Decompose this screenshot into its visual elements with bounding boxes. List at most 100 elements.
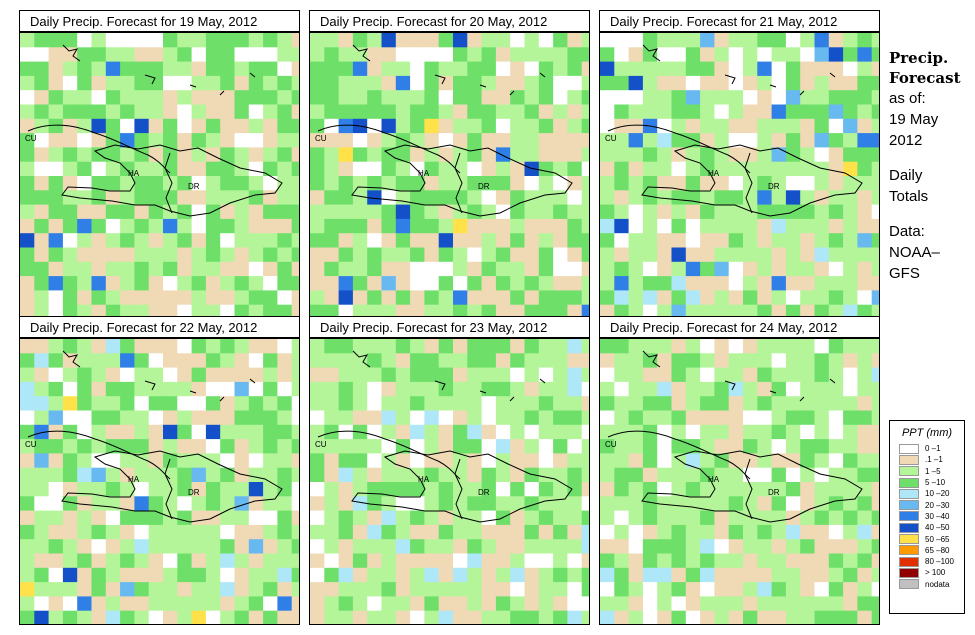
precip-cell bbox=[62, 582, 78, 597]
precip-cell bbox=[352, 47, 368, 62]
precip-cell bbox=[628, 75, 644, 91]
precip-cell bbox=[567, 47, 583, 62]
precip-cell bbox=[367, 396, 382, 411]
precip-cell bbox=[134, 353, 150, 368]
precip-cell bbox=[395, 353, 411, 368]
precip-cell bbox=[410, 467, 425, 483]
precip-cell bbox=[395, 247, 411, 263]
precip-cell bbox=[105, 247, 121, 263]
precip-cell bbox=[62, 410, 78, 426]
precip-cell bbox=[614, 553, 629, 569]
precip-cell bbox=[524, 596, 540, 612]
precip-cell bbox=[338, 104, 354, 120]
precip-cell bbox=[524, 381, 540, 397]
precip-cell bbox=[757, 75, 772, 91]
precip-cell bbox=[105, 47, 121, 62]
precip-cell bbox=[614, 439, 629, 454]
precip-cell bbox=[310, 582, 325, 597]
precip-cell bbox=[553, 276, 568, 291]
precip-cell bbox=[367, 524, 382, 540]
precip-cell bbox=[481, 424, 497, 440]
precip-cell bbox=[600, 496, 615, 511]
precip-cell bbox=[757, 353, 772, 368]
coastline bbox=[61, 144, 283, 217]
precip-cell bbox=[291, 339, 299, 354]
precip-cell bbox=[714, 467, 730, 483]
precip-cell bbox=[600, 396, 615, 411]
precip-cell bbox=[20, 524, 35, 540]
precip-cell bbox=[524, 276, 540, 291]
precip-cell bbox=[814, 90, 830, 105]
precip-cell bbox=[352, 482, 368, 497]
precip-cell bbox=[62, 33, 78, 48]
precip-cell bbox=[495, 567, 511, 583]
precip-cell bbox=[105, 218, 121, 234]
precip-cell bbox=[657, 524, 672, 540]
precip-cell bbox=[524, 339, 540, 354]
precip-cell bbox=[310, 396, 325, 411]
precip-cell bbox=[714, 118, 730, 134]
precip-cell bbox=[785, 396, 801, 411]
precip-cell bbox=[553, 233, 568, 248]
precip-cell bbox=[871, 567, 879, 583]
precip-cell bbox=[48, 353, 64, 368]
precip-cell bbox=[467, 524, 482, 540]
precip-cell bbox=[91, 176, 107, 191]
precip-cell bbox=[495, 47, 511, 62]
precip-cell bbox=[581, 453, 589, 469]
precip-cell bbox=[291, 567, 299, 583]
precip-cell bbox=[310, 424, 325, 440]
precip-cell bbox=[48, 567, 64, 583]
precip-cell bbox=[424, 567, 440, 583]
precip-cell bbox=[614, 610, 629, 624]
precip-cell bbox=[828, 496, 844, 511]
precip-cell bbox=[20, 33, 35, 48]
precip-cell bbox=[700, 261, 715, 277]
coastline bbox=[352, 350, 546, 402]
precip-cell bbox=[367, 439, 382, 454]
precip-cell bbox=[310, 539, 325, 554]
precip-cell bbox=[785, 439, 801, 454]
coastline bbox=[27, 124, 171, 174]
precip-cell bbox=[395, 439, 411, 454]
precip-cell bbox=[34, 367, 49, 383]
precip-cell bbox=[177, 247, 192, 263]
precip-cell bbox=[757, 339, 772, 354]
precip-cell bbox=[91, 510, 107, 526]
precip-cell bbox=[771, 439, 787, 454]
precip-cell bbox=[714, 496, 730, 511]
coastline bbox=[27, 430, 171, 480]
precip-cell bbox=[324, 133, 339, 148]
precip-cell bbox=[700, 339, 715, 354]
precip-cell bbox=[700, 610, 715, 624]
precip-cell bbox=[743, 233, 758, 248]
precip-cell bbox=[714, 553, 730, 569]
precip-cell bbox=[757, 567, 772, 583]
coastline bbox=[61, 450, 283, 523]
precip-cell bbox=[148, 539, 164, 554]
precip-cell bbox=[567, 204, 583, 220]
precip-cell bbox=[310, 482, 325, 497]
precip-cell bbox=[628, 524, 644, 540]
precip-cell bbox=[657, 539, 672, 554]
precip-cell bbox=[20, 553, 35, 569]
precip-cell bbox=[614, 61, 629, 77]
precip-cell bbox=[148, 439, 164, 454]
precip-cell bbox=[263, 567, 278, 583]
precip-cell bbox=[828, 482, 844, 497]
precip-cell bbox=[338, 424, 354, 440]
precip-cell bbox=[700, 467, 715, 483]
precip-cell bbox=[771, 61, 787, 77]
precip-cell bbox=[205, 190, 221, 205]
precip-cell bbox=[685, 204, 701, 220]
precip-cell bbox=[657, 467, 672, 483]
precip-cell bbox=[367, 482, 382, 497]
precip-cell bbox=[438, 176, 454, 191]
precip-cell bbox=[495, 247, 511, 263]
precip-cell bbox=[857, 90, 873, 105]
precip-cell bbox=[205, 439, 221, 454]
precip-cell bbox=[495, 190, 511, 205]
precip-cell bbox=[843, 467, 858, 483]
precip-cell bbox=[120, 204, 135, 220]
precip-cell bbox=[785, 304, 801, 318]
